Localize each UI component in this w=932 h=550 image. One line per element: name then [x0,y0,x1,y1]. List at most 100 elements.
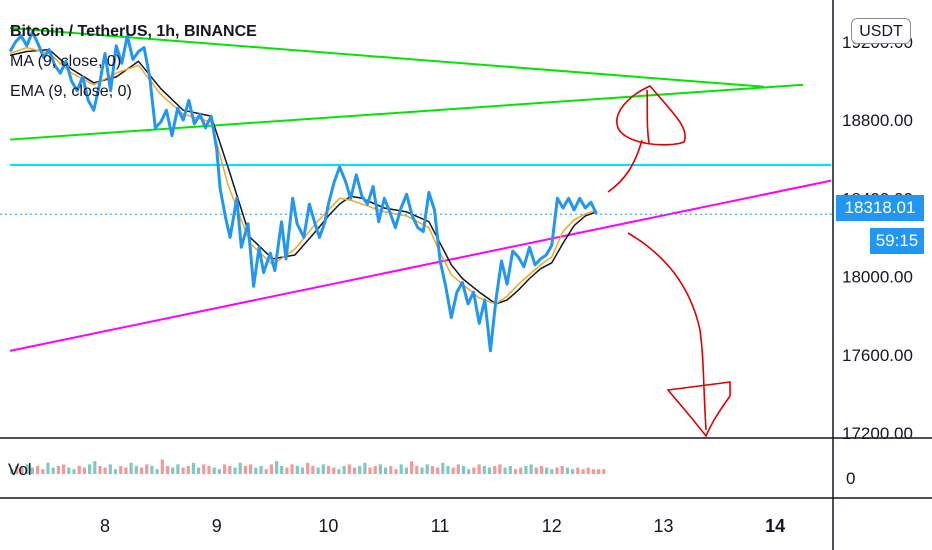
x-tick-label: 9 [212,516,222,536]
volume-bar [124,467,128,474]
x-tick-label: 10 [318,516,338,536]
volume-bar [565,467,569,474]
volume-bar [477,464,481,474]
volume-bar [41,469,45,474]
volume-bar [404,467,408,474]
symbol-title[interactable]: Bitcoin / TetherUS, 1h, BINANCE [10,23,257,40]
y-tick-label: 17200.00 [842,424,913,443]
volume-bar [108,464,112,474]
x-tick-label: 12 [542,516,562,536]
volume-bar [15,466,19,474]
ma-indicator-label[interactable]: MA (9, close, 0) [10,53,122,70]
volume-bar [581,469,585,474]
volume-bar [56,466,60,474]
volume-bar [487,467,492,474]
ema-indicator-label[interactable]: EMA (9, close, 0) [10,83,132,100]
volume-bar [259,466,263,474]
currency-button[interactable]: USDT [851,18,911,44]
volume-bar [181,467,185,474]
volume-bar [160,459,164,474]
volume-bar [150,466,154,474]
volume-bar [228,466,232,474]
volume-bar [441,462,445,474]
volume-bar [498,464,502,474]
trendline-magenta-support [9,179,832,352]
volume-label[interactable]: Vol [8,460,32,479]
volume-bar [389,466,393,474]
x-tick-label: 13 [653,516,673,536]
volume-bar [207,466,211,474]
volume-bar [373,466,377,474]
volume-bar [155,469,159,474]
volume-bar [410,461,414,474]
chart-legend: Bitcoin / TetherUS, 1h, BINANCE MA (9, c… [10,21,257,111]
volume-bar [217,469,221,474]
y-tick-label: 18000.00 [842,268,913,287]
volume-bar [332,467,336,474]
volume-bar [539,466,543,474]
ma-series-line [9,48,597,305]
volume-bar [46,462,50,474]
y-tick-label: 18800.00 [842,111,913,130]
volume-bar [467,469,471,474]
volume-bar [197,467,201,474]
volume-bar [534,467,538,474]
volume-axis-label: 0 [846,469,855,488]
volume-bar [399,464,403,474]
volume-bar [264,469,268,474]
volume-bar [269,464,273,474]
volume-bar [243,466,247,474]
volume-bar [602,469,606,474]
volume-bar [139,467,144,474]
volume-bar [529,464,533,474]
volume-bar [560,466,564,474]
volume-bar [451,467,455,474]
volume-bar [306,462,310,474]
annotation-up-arrowhead-stem [646,89,650,144]
volume-bar [186,466,190,474]
volume-bar [513,469,518,474]
volume-bar [342,466,346,474]
y-tick-label: 17600.00 [842,346,913,365]
volume-bar [347,464,351,474]
bar-countdown-tag: 59:15 [870,228,924,254]
last-price-tag: 18318.01 [836,195,924,221]
volume-bar [233,467,237,474]
volume-bar [586,467,590,474]
volume-bar [519,467,523,474]
volume-bar [321,464,325,474]
volume-bar [524,466,528,474]
volume-bar [165,466,170,474]
volume-bar [25,464,29,474]
volume-bar [384,467,388,474]
main-pane[interactable] [0,27,833,438]
volume-bar [363,462,367,474]
volume-bar [493,466,497,474]
volume-bar [555,467,559,474]
volume-bar [503,467,507,474]
volume-bar [456,464,460,474]
volume-bar [20,467,24,474]
volume-bar [77,466,81,474]
volume-bar [591,469,595,474]
volume-bar [378,464,382,474]
volume-bar [67,467,71,474]
volume-bar [249,464,253,474]
volume-bar [119,466,123,474]
volume-bar [171,467,175,474]
volume-bar [425,464,429,474]
volume-bar [482,466,486,474]
volume-bar [238,462,242,474]
x-tick-label: 14 [765,516,785,536]
volume-bar [191,462,195,474]
volume-bar [202,464,206,474]
volume-bar [145,464,149,474]
volume-bar [285,467,289,474]
volume-bar [98,466,102,474]
volume-bar [550,469,554,474]
volume-bar [545,467,549,474]
volume-bar [36,466,40,474]
annotation-up-arrowhead [616,85,686,146]
x-tick-label: 11 [431,516,450,536]
